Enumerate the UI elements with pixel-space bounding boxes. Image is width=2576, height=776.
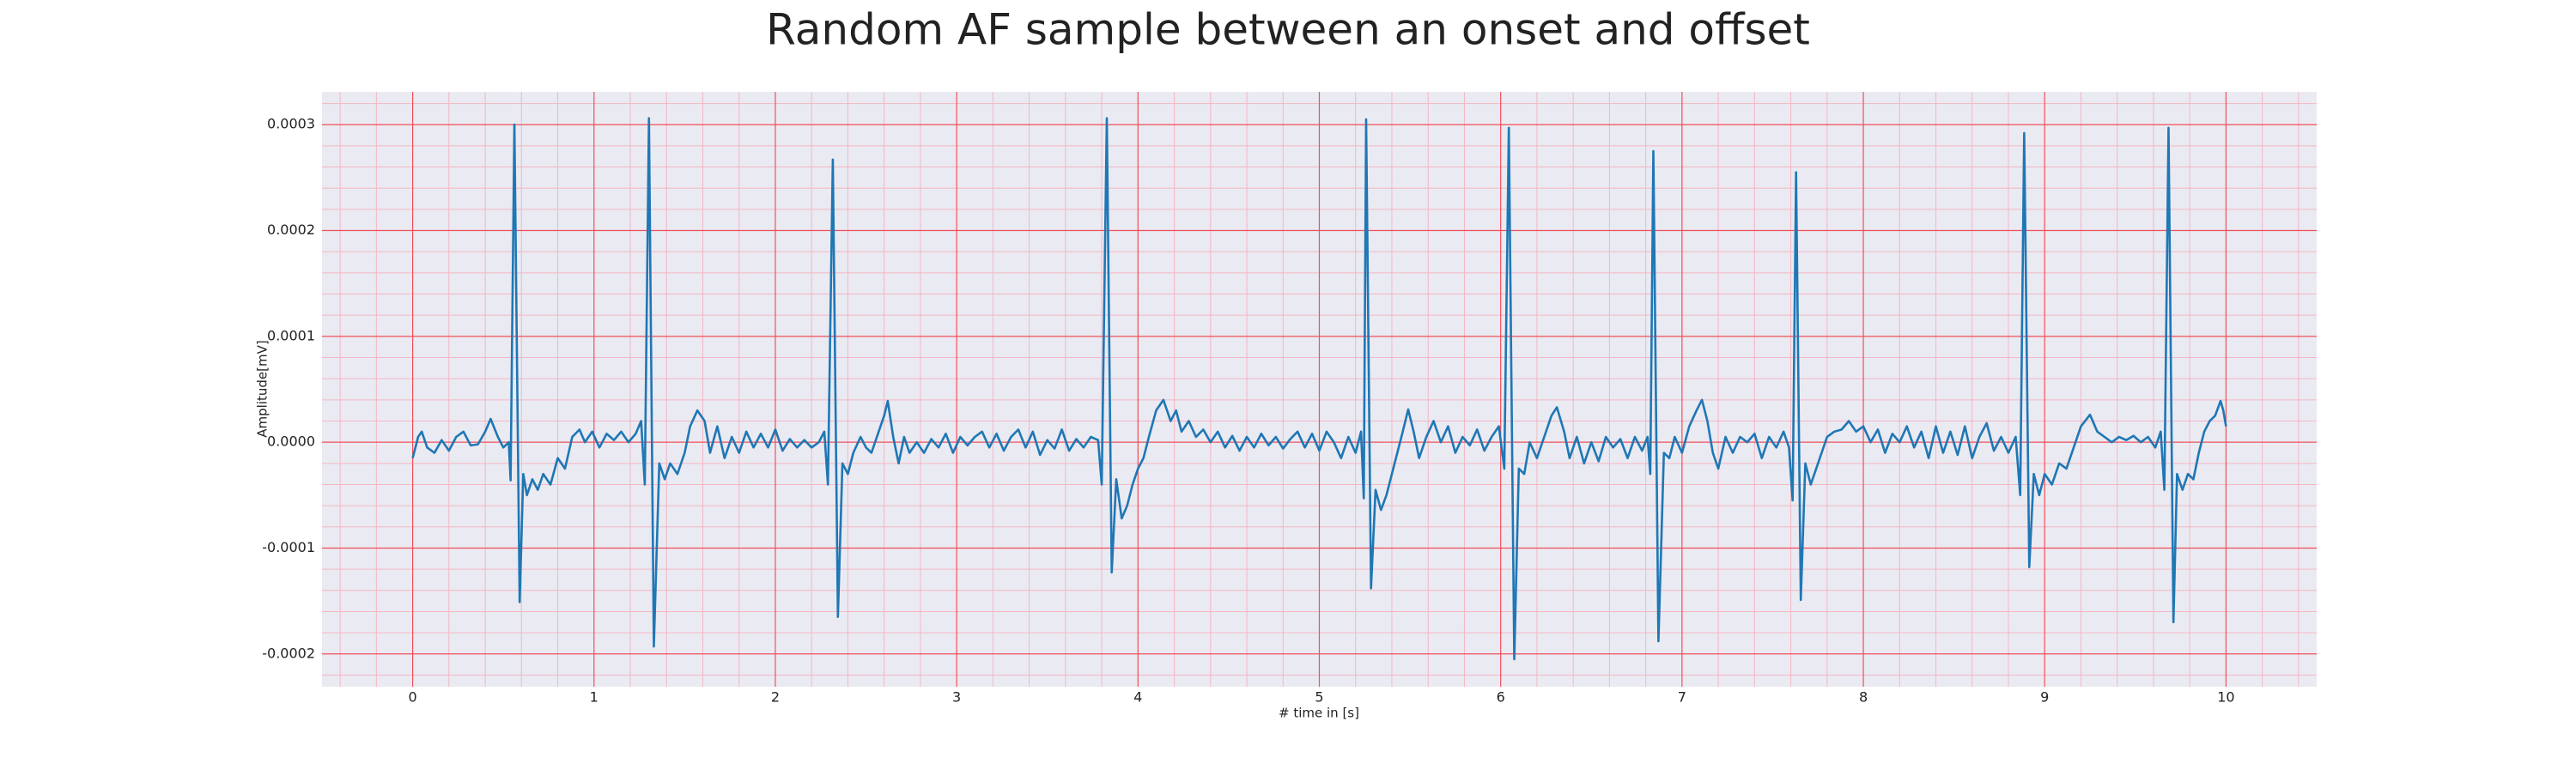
x-tick-label: 4 [1133,689,1142,706]
x-tick-label: 0 [408,689,416,706]
marks [411,117,2227,661]
x-tick-label: 3 [952,689,961,706]
y-tick-label: 0.0002 [267,221,315,238]
y-tick-label: -0.0001 [262,539,315,555]
y-tick-label: 0.0001 [267,327,315,343]
y-tick-label: -0.0002 [262,645,315,661]
x-tick-label: 6 [1497,689,1505,706]
x-tick-label: 8 [1859,689,1868,706]
chart-title: Random AF sample between an onset and of… [766,5,1810,55]
x-axis-label: # time in [s] [1279,706,1359,721]
x-tick-label: 2 [771,689,780,706]
y-axis-label: Amplitude[mV] [255,340,270,437]
x-tick-label: 5 [1315,689,1323,706]
x-tick-label: 10 [2217,689,2234,706]
signal-line [411,117,2227,661]
x-tick-label: 9 [2040,689,2049,706]
x-tick-label: 7 [1678,689,1686,706]
grid [322,92,2317,687]
y-tick-label: 0.0003 [267,116,315,132]
x-tick-label: 1 [590,689,598,706]
y-tick-label: 0.0000 [267,433,315,450]
